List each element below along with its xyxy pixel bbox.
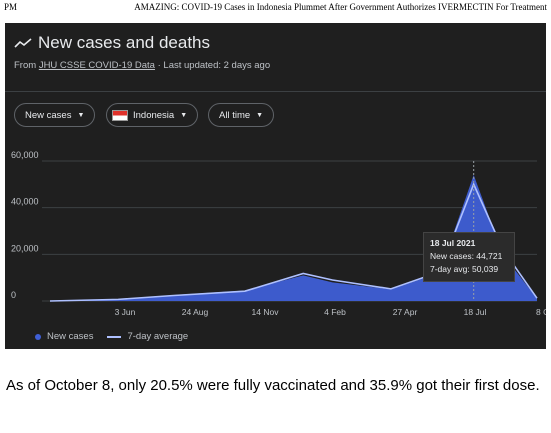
last-updated: · Last updated: 2 days ago (157, 60, 271, 71)
source-link[interactable]: JHU CSSE COVID-19 Data (38, 60, 155, 71)
trending-line-icon (14, 38, 32, 48)
cases-chart[interactable]: 60,000 40,000 20,000 0 3 Jun 24 Aug 14 Nov 4 Fe… (5, 143, 546, 328)
series-area-new-cases (50, 175, 537, 301)
source-row: From JHU CSSE COVID-19 Data · Last updat… (14, 60, 270, 71)
panel-title: New cases and deaths (38, 33, 210, 52)
tooltip-new-cases: New cases: 44,721 (430, 251, 503, 261)
page-header-left: PM (4, 2, 18, 12)
x-tick-label: 3 Jun (115, 307, 136, 317)
range-dropdown[interactable]: All time ▼ (208, 103, 275, 127)
source-prefix: From (14, 60, 37, 71)
y-tick-label: 0 (11, 290, 16, 300)
indonesia-flag-icon (112, 109, 128, 121)
metric-dropdown-label: New cases (25, 109, 72, 121)
x-tick-label: 18 Jul (464, 307, 487, 317)
x-tick-label: 14 Nov (252, 307, 280, 317)
y-tick-label: 60,000 (11, 150, 39, 160)
legend-line-icon (107, 335, 122, 338)
covid-chart-panel: New cases and deaths From JHU CSSE COVID… (5, 23, 546, 349)
caret-down-icon: ▼ (180, 111, 188, 119)
divider (5, 91, 546, 92)
legend-new-cases: New cases (47, 331, 94, 342)
metric-dropdown[interactable]: New cases ▼ (14, 103, 96, 127)
x-tick-label: 4 Feb (324, 307, 346, 317)
tooltip-date: 18 Jul 2021 (430, 238, 476, 248)
y-tick-label: 20,000 (11, 243, 39, 253)
x-tick-label: 24 Aug (182, 307, 209, 317)
x-tick-label: 8 Oc (536, 307, 546, 317)
caret-down-icon: ▼ (77, 111, 85, 119)
x-tick-label: 27 Apr (393, 307, 418, 317)
panel-title-row: New cases and deaths (14, 33, 210, 53)
range-dropdown-label: All time (219, 109, 251, 121)
page-header-title: AMAZING: COVID-19 Cases in Indonesia Plu… (134, 2, 547, 12)
caret-down-icon: ▼ (256, 111, 264, 119)
country-dropdown-label: Indonesia (133, 109, 175, 121)
tooltip-avg: 7-day avg: 50,039 (430, 264, 499, 274)
country-dropdown[interactable]: Indonesia ▼ (106, 103, 199, 127)
chart-legend: New cases 7-day average (35, 331, 188, 342)
y-tick-label: 40,000 (11, 197, 39, 207)
legend-avg: 7-day average (127, 331, 189, 342)
article-caption: As of October 8, only 20.5% were fully v… (6, 377, 540, 394)
series-line-7day-average (49, 182, 538, 302)
legend-dot-icon (35, 333, 41, 340)
chart-tooltip: 18 Jul 2021 New cases: 44,721 7-day avg:… (423, 232, 515, 282)
